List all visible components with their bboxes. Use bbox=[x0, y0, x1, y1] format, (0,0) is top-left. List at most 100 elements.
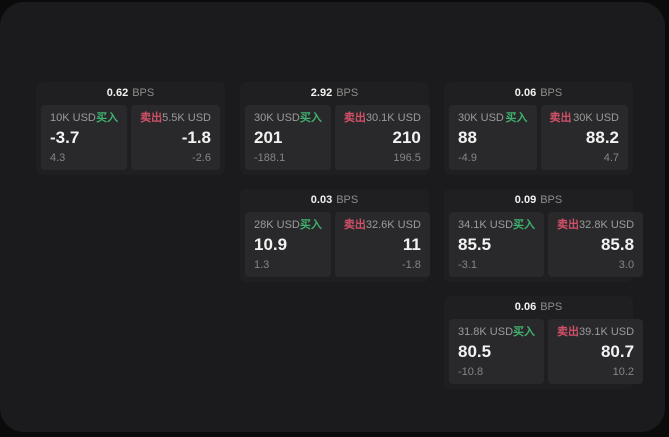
quote-card: 0.62 BPS 10K USD 买入 -3.7 4.3 卖出 5.5K USD bbox=[36, 82, 225, 175]
bps-unit-label: BPS bbox=[540, 301, 563, 313]
bps-header: 0.06 BPS bbox=[444, 296, 633, 319]
quotes-panel: 0.62 BPS 10K USD 买入 -3.7 4.3 卖出 5.5K USD bbox=[0, 2, 665, 432]
sell-amount: 30.1K USD bbox=[365, 112, 421, 124]
quote-card-grid: 0.62 BPS 10K USD 买入 -3.7 4.3 卖出 5.5K USD bbox=[36, 82, 644, 389]
buy-panel[interactable]: 28K USD 买入 10.9 1.3 bbox=[245, 212, 331, 277]
buy-meta-row: 34.1K USD 买入 bbox=[458, 219, 535, 231]
sell-amount: 30K USD bbox=[573, 112, 619, 124]
bps-header: 0.62 BPS bbox=[36, 82, 225, 105]
sell-change: -1.8 bbox=[401, 259, 421, 271]
buy-change: 1.3 bbox=[254, 259, 270, 271]
buy-change: -10.8 bbox=[458, 366, 484, 378]
buy-panel[interactable]: 34.1K USD 买入 85.5 -3.1 bbox=[449, 212, 545, 277]
quote-card: 0.09 BPS 34.1K USD 买入 85.5 -3.1 卖出 32.8K… bbox=[444, 189, 644, 282]
sell-meta-row: 卖出 32.8K USD bbox=[557, 219, 634, 231]
sell-side-label: 卖出 bbox=[557, 219, 580, 231]
sell-price: 80.7 bbox=[600, 342, 635, 361]
sell-price: -1.8 bbox=[181, 128, 211, 147]
bps-unit-label: BPS bbox=[540, 87, 563, 99]
buy-amount: 30K USD bbox=[458, 112, 504, 124]
bps-value: 0.62 bbox=[106, 87, 129, 99]
quote-card: 0.06 BPS 30K USD 买入 88 -4.9 卖出 30K USD bbox=[444, 82, 633, 175]
buy-panel[interactable]: 30K USD 买入 201 -188.1 bbox=[245, 105, 331, 170]
bps-value: 2.92 bbox=[310, 87, 333, 99]
buy-side-label: 买入 bbox=[299, 219, 322, 231]
quote-panels: 10K USD 买入 -3.7 4.3 卖出 5.5K USD -1.8 -2.… bbox=[41, 105, 220, 170]
bps-unit-label: BPS bbox=[336, 194, 359, 206]
sell-amount: 32.8K USD bbox=[579, 219, 635, 231]
sell-side-label: 卖出 bbox=[549, 112, 572, 124]
buy-panel[interactable]: 10K USD 买入 -3.7 4.3 bbox=[41, 105, 128, 170]
quote-card: 0.06 BPS 31.8K USD 买入 80.5 -10.8 卖出 39.1… bbox=[444, 296, 644, 389]
buy-change: -188.1 bbox=[254, 152, 286, 164]
bps-header: 0.06 BPS bbox=[444, 82, 633, 105]
bps-unit-label: BPS bbox=[132, 87, 155, 99]
buy-amount: 31.8K USD bbox=[458, 326, 514, 338]
sell-amount: 39.1K USD bbox=[579, 326, 635, 338]
buy-price: 10.9 bbox=[254, 235, 288, 254]
bps-value: 0.03 bbox=[310, 194, 333, 206]
sell-panel[interactable]: 卖出 5.5K USD -1.8 -2.6 bbox=[131, 105, 220, 170]
buy-price: 80.5 bbox=[458, 342, 492, 361]
buy-panel[interactable]: 30K USD 买入 88 -4.9 bbox=[449, 105, 537, 170]
buy-side-label: 买入 bbox=[513, 326, 536, 338]
buy-amount: 34.1K USD bbox=[458, 219, 514, 231]
sell-side-label: 卖出 bbox=[343, 112, 366, 124]
quote-panels: 30K USD 买入 201 -188.1 卖出 30.1K USD 210 1… bbox=[245, 105, 430, 170]
sell-change: 196.5 bbox=[393, 152, 421, 164]
sell-panel[interactable]: 卖出 39.1K USD 80.7 10.2 bbox=[548, 319, 644, 384]
buy-meta-row: 10K USD 买入 bbox=[50, 112, 118, 124]
sell-panel[interactable]: 卖出 30K USD 88.2 4.7 bbox=[540, 105, 628, 170]
buy-change: 4.3 bbox=[50, 152, 66, 164]
sell-side-label: 卖出 bbox=[140, 112, 163, 124]
buy-side-label: 买入 bbox=[96, 112, 119, 124]
sell-change: 10.2 bbox=[612, 366, 635, 378]
quote-card: 0.03 BPS 28K USD 买入 10.9 1.3 卖出 32.6K US… bbox=[240, 189, 430, 282]
sell-panel[interactable]: 卖出 32.6K USD 11 -1.8 bbox=[334, 212, 430, 277]
sell-price: 85.8 bbox=[600, 235, 635, 254]
sell-panel[interactable]: 卖出 30.1K USD 210 196.5 bbox=[334, 105, 430, 170]
bps-value: 0.06 bbox=[514, 87, 537, 99]
buy-price: 85.5 bbox=[458, 235, 492, 254]
quote-card: 2.92 BPS 30K USD 买入 201 -188.1 卖出 30.1K … bbox=[240, 82, 430, 175]
buy-side-label: 买入 bbox=[505, 112, 528, 124]
buy-meta-row: 30K USD 买入 bbox=[254, 112, 322, 124]
sell-price: 210 bbox=[392, 128, 421, 147]
bps-value: 0.09 bbox=[514, 194, 537, 206]
sell-change: 4.7 bbox=[603, 152, 619, 164]
quote-panels: 31.8K USD 买入 80.5 -10.8 卖出 39.1K USD 80.… bbox=[449, 319, 644, 384]
bps-header: 2.92 BPS bbox=[240, 82, 429, 105]
buy-meta-row: 28K USD 买入 bbox=[254, 219, 322, 231]
buy-change: -4.9 bbox=[458, 152, 477, 164]
buy-amount: 28K USD bbox=[254, 219, 300, 231]
buy-price: 88 bbox=[458, 128, 477, 147]
sell-amount: 5.5K USD bbox=[162, 112, 211, 124]
buy-meta-row: 31.8K USD 买入 bbox=[458, 326, 535, 338]
sell-meta-row: 卖出 39.1K USD bbox=[557, 326, 634, 338]
bps-header: 0.03 BPS bbox=[240, 189, 429, 212]
sell-meta-row: 卖出 30K USD bbox=[550, 112, 620, 124]
buy-change: -3.1 bbox=[458, 259, 477, 271]
sell-price: 88.2 bbox=[585, 128, 619, 147]
buy-side-label: 买入 bbox=[513, 219, 536, 231]
buy-panel[interactable]: 31.8K USD 买入 80.5 -10.8 bbox=[449, 319, 545, 384]
sell-side-label: 卖出 bbox=[557, 326, 580, 338]
sell-amount: 32.6K USD bbox=[365, 219, 421, 231]
sell-price: 11 bbox=[402, 235, 421, 254]
bps-unit-label: BPS bbox=[336, 87, 359, 99]
bps-value: 0.06 bbox=[514, 301, 537, 313]
buy-meta-row: 30K USD 买入 bbox=[458, 112, 528, 124]
bps-unit-label: BPS bbox=[540, 194, 563, 206]
sell-change: -2.6 bbox=[192, 152, 211, 164]
buy-amount: 30K USD bbox=[254, 112, 300, 124]
buy-price: -3.7 bbox=[50, 128, 80, 147]
sell-panel[interactable]: 卖出 32.8K USD 85.8 3.0 bbox=[548, 212, 644, 277]
sell-side-label: 卖出 bbox=[343, 219, 366, 231]
buy-price: 201 bbox=[254, 128, 283, 147]
buy-side-label: 买入 bbox=[299, 112, 322, 124]
quote-panels: 34.1K USD 买入 85.5 -3.1 卖出 32.8K USD 85.8… bbox=[449, 212, 644, 277]
quote-panels: 28K USD 买入 10.9 1.3 卖出 32.6K USD 11 -1.8 bbox=[245, 212, 430, 277]
sell-meta-row: 卖出 5.5K USD bbox=[140, 112, 211, 124]
sell-meta-row: 卖出 32.6K USD bbox=[344, 219, 421, 231]
sell-change: 3.0 bbox=[618, 259, 635, 271]
